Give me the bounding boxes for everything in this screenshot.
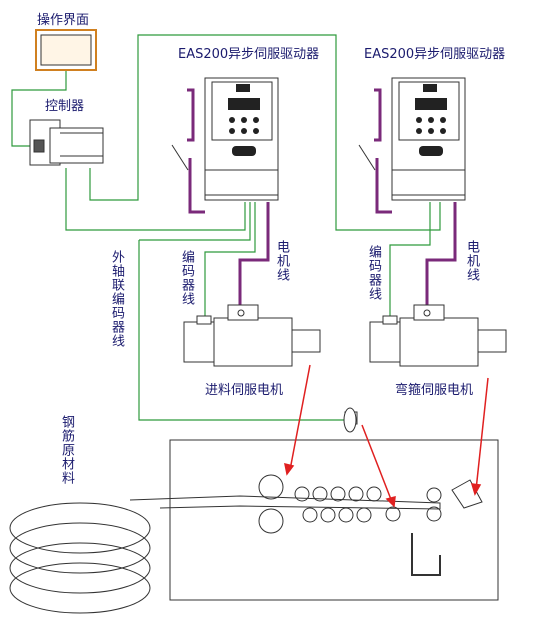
control-wiring bbox=[11, 34, 441, 421]
label: EAS200异步伺服驱动器 bbox=[364, 47, 506, 62]
label: EAS200异步伺服驱动器 bbox=[178, 47, 320, 62]
label: 编码器线 bbox=[179, 250, 194, 306]
bent-rebar bbox=[411, 533, 441, 576]
rebar-coil bbox=[9, 502, 151, 614]
label: 外轴联编码器线 bbox=[109, 250, 124, 348]
label: 进料伺服电机 bbox=[205, 383, 284, 398]
controller bbox=[29, 119, 104, 166]
rebar bbox=[129, 495, 441, 510]
label: 控制器 bbox=[45, 99, 85, 114]
label: 操作界面 bbox=[37, 13, 90, 28]
arrows bbox=[284, 364, 489, 508]
label: 弯箍伺服电机 bbox=[395, 383, 474, 398]
machine-frame bbox=[169, 439, 499, 601]
rollers bbox=[258, 407, 483, 534]
label: 钢筋原材料 bbox=[59, 415, 74, 485]
label: 电机线 bbox=[274, 240, 289, 282]
label: 编码器线 bbox=[366, 245, 381, 301]
servo-motor bbox=[183, 304, 321, 367]
label: 电机线 bbox=[464, 240, 479, 282]
servo-drive bbox=[171, 77, 279, 315]
panel-screen bbox=[40, 34, 92, 66]
